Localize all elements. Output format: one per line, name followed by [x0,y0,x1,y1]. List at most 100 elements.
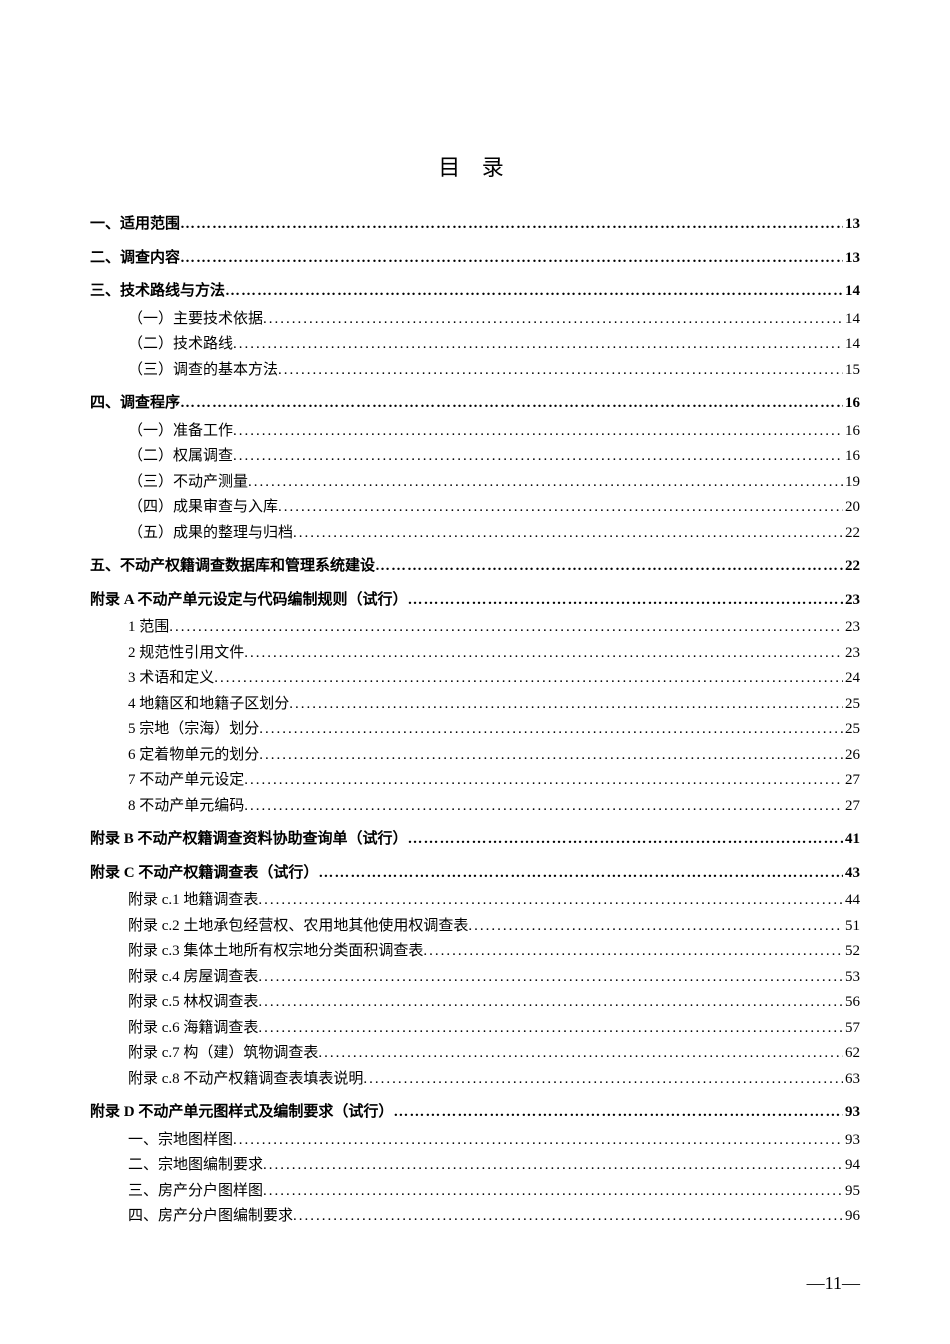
toc-leader-dots: ........................................… [258,965,843,991]
toc-item: 3 术语和定义.................................… [90,666,860,692]
toc-item-label: 附录 c.4 房屋调查表 [128,965,258,991]
toc-item: （四）成果审查与入库..............................… [90,495,860,521]
toc-item-page: 20 [843,495,860,521]
toc-item-label: 1 范围 [128,615,169,641]
toc-item-page: 16 [843,444,860,470]
toc-item-page: 26 [843,743,860,769]
toc-item: 一、适用范围…………………………………………………………………………………………… [90,212,860,238]
toc-leader-dots: ........................................… [263,1153,843,1179]
toc-item: （二）权属调查.................................… [90,444,860,470]
toc-item-label: 附录 A 不动产单元设定与代码编制规则（试行） [90,588,408,614]
toc-leader-dots: ........................................… [233,444,843,470]
toc-leader-dots: …………………………………………………………………………………………………………… [408,827,843,853]
toc-item-page: 53 [843,965,860,991]
toc-leader-dots: ........................................… [468,914,843,940]
toc-item-label: （五）成果的整理与归档 [128,521,293,547]
toc-leader-dots: ........................................… [258,1016,843,1042]
toc-item: 附录 c.4 房屋调查表............................… [90,965,860,991]
toc-item-label: 附录 B 不动产权籍调查资料协助查询单（试行） [90,827,408,853]
toc-item-page: 13 [843,246,860,272]
toc-leader-dots: ........................................… [423,939,843,965]
toc-item-label: 附录 c.7 构（建）筑物调查表 [128,1041,318,1067]
page-number: —11— [807,1273,860,1294]
toc-item-label: 7 不动产单元设定 [128,768,244,794]
toc-item-page: 52 [843,939,860,965]
toc-item: 附录 C 不动产权籍调查表（试行）……………………………………………………………… [90,861,860,887]
toc-leader-dots: ........................................… [318,1041,843,1067]
toc-item-page: 57 [843,1016,860,1042]
toc-item-page: 27 [843,794,860,820]
toc-item-label: 一、适用范围 [90,212,180,238]
toc-item-label: （三）不动产测量 [128,470,248,496]
toc-item-page: 15 [843,358,860,384]
toc-leader-dots: …………………………………………………………………………………………………………… [393,1100,843,1126]
toc-item-label: 四、调查程序 [90,391,180,417]
toc-item-page: 16 [843,419,860,445]
toc-item: 2 规范性引用文件...............................… [90,641,860,667]
toc-leader-dots: ........................................… [263,1179,843,1205]
toc-item-label: （三）调查的基本方法 [128,358,278,384]
toc-item-page: 23 [843,641,860,667]
toc-leader-dots: …………………………………………………………………………………………………………… [375,554,843,580]
toc-item-page: 43 [843,861,860,887]
toc-leader-dots: ........................................… [233,332,843,358]
toc-item: （一）主要技术依据...............................… [90,307,860,333]
toc-item: 附录 A 不动产单元设定与代码编制规则（试行）……………………………………………… [90,588,860,614]
toc-item-page: 96 [843,1204,860,1230]
toc-leader-dots: ........................................… [248,470,843,496]
toc-item-label: 附录 C 不动产权籍调查表（试行） [90,861,318,887]
toc-item-page: 95 [843,1179,860,1205]
toc-leader-dots: …………………………………………………………………………………………………………… [318,861,843,887]
toc-item: 8 不动产单元编码...............................… [90,794,860,820]
toc-item-page: 25 [843,692,860,718]
toc-item: 4 地籍区和地籍子区划分............................… [90,692,860,718]
toc-item-label: 5 宗地（宗海）划分 [128,717,259,743]
toc-leader-dots: ........................................… [263,307,843,333]
toc-item: （五）成果的整理与归档.............................… [90,521,860,547]
toc-item-label: 2 规范性引用文件 [128,641,244,667]
toc-leader-dots: ........................................… [259,743,843,769]
toc-item-label: 附录 c.2 土地承包经营权、农用地其他使用权调查表 [128,914,468,940]
toc-item: 附录 c.3 集体土地所有权宗地分类面积调查表.................… [90,939,860,965]
toc-item-page: 94 [843,1153,860,1179]
toc-item-label: 四、房产分户图编制要求 [128,1204,293,1230]
toc-item-label: 三、技术路线与方法 [90,279,225,305]
toc-item: 五、不动产权籍调查数据库和管理系统建设………………………………………………………… [90,554,860,580]
toc-item-label: 6 定着物单元的划分 [128,743,259,769]
toc-item-page: 27 [843,768,860,794]
toc-item-label: 8 不动产单元编码 [128,794,244,820]
toc-item-label: 附录 c.1 地籍调查表 [128,888,258,914]
toc-leader-dots: ........................................… [244,768,843,794]
toc-title: 目 录 [90,150,860,182]
toc-leader-dots: ........................................… [278,358,843,384]
toc-item-page: 14 [843,307,860,333]
toc-item-label: （一）主要技术依据 [128,307,263,333]
toc-item-label: 五、不动产权籍调查数据库和管理系统建设 [90,554,375,580]
toc-item: 1 范围....................................… [90,615,860,641]
toc-item-label: 附录 D 不动产单元图样式及编制要求（试行） [90,1100,393,1126]
toc-item: （二）技术路线.................................… [90,332,860,358]
toc-item-page: 23 [843,588,860,614]
toc-item: 四、房产分户图编制要求.............................… [90,1204,860,1230]
toc-item-page: 25 [843,717,860,743]
toc-leader-dots: ........................................… [233,419,843,445]
toc-leader-dots: ........................................… [244,641,843,667]
toc-item: 附录 c.2 土地承包经营权、农用地其他使用权调查表..............… [90,914,860,940]
toc-item-label: 三、房产分户图样图 [128,1179,263,1205]
toc-item-page: 41 [843,827,860,853]
toc-item-label: （四）成果审查与入库 [128,495,278,521]
toc-item: 6 定着物单元的划分..............................… [90,743,860,769]
toc-item-label: （一）准备工作 [128,419,233,445]
toc-item-page: 63 [843,1067,860,1093]
toc-item: 附录 c.6 海籍调查表............................… [90,1016,860,1042]
toc-item: 附录 B 不动产权籍调查资料协助查询单（试行）……………………………………………… [90,827,860,853]
toc-item-page: 22 [843,521,860,547]
toc-item-page: 19 [843,470,860,496]
toc-item-page: 14 [843,332,860,358]
toc-item: （三）调查的基本方法..............................… [90,358,860,384]
toc-leader-dots: …………………………………………………………………………………………………………… [408,588,843,614]
toc-item-label: 二、调查内容 [90,246,180,272]
toc-item: （一）准备工作.................................… [90,419,860,445]
toc-item-label: 二、宗地图编制要求 [128,1153,263,1179]
toc-item: 7 不动产单元设定...............................… [90,768,860,794]
